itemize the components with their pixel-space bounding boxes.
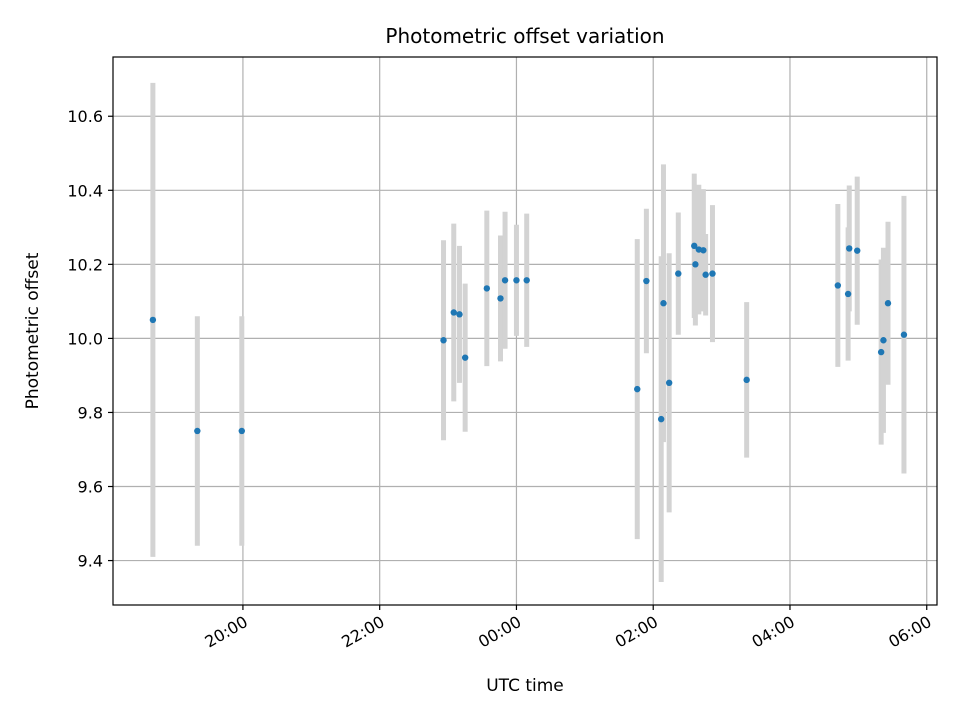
y-tick-label: 10.4 (67, 181, 103, 200)
y-tick-label: 10.2 (67, 255, 103, 274)
data-point (523, 277, 530, 284)
y-axis: 9.4 9.6 9.8 10.0 10.2 10.4 10.6 (67, 107, 113, 571)
data-point (675, 270, 682, 277)
data-point (483, 285, 491, 292)
data-point (846, 245, 853, 252)
y-tick-label: 9.4 (78, 552, 103, 571)
data-point (657, 415, 665, 423)
data-points (149, 242, 908, 435)
data-point (238, 427, 245, 435)
data-point (700, 247, 707, 254)
data-point (900, 331, 908, 338)
y-tick-label: 10.6 (67, 107, 103, 126)
data-point (501, 277, 509, 284)
data-point (149, 316, 157, 324)
data-point (665, 379, 673, 387)
data-point (884, 300, 892, 307)
data-point (194, 427, 201, 435)
data-point (440, 337, 447, 344)
data-point (844, 290, 852, 298)
data-point (660, 300, 667, 307)
y-tick-label: 10.0 (67, 329, 103, 348)
data-point (456, 311, 463, 318)
data-point (834, 282, 842, 289)
data-point (709, 270, 716, 277)
data-point (691, 242, 698, 250)
data-point (880, 337, 887, 344)
data-point (450, 309, 457, 316)
plot-frame (112, 56, 938, 606)
data-point (743, 376, 750, 384)
data-point (497, 295, 504, 302)
y-tick-label: 9.8 (78, 403, 103, 422)
chart-title: Photometric offset variation (385, 24, 664, 48)
y-axis-label: Photometric offset (23, 252, 43, 409)
data-point (692, 261, 699, 268)
data-point (877, 348, 885, 356)
data-point (854, 247, 861, 254)
x-axis-label: UTC time (486, 676, 564, 696)
data-point (513, 277, 520, 284)
data-point (634, 385, 641, 393)
y-tick-label: 9.6 (78, 478, 103, 497)
data-point (702, 271, 709, 278)
data-point (461, 354, 469, 361)
data-point (643, 277, 650, 285)
